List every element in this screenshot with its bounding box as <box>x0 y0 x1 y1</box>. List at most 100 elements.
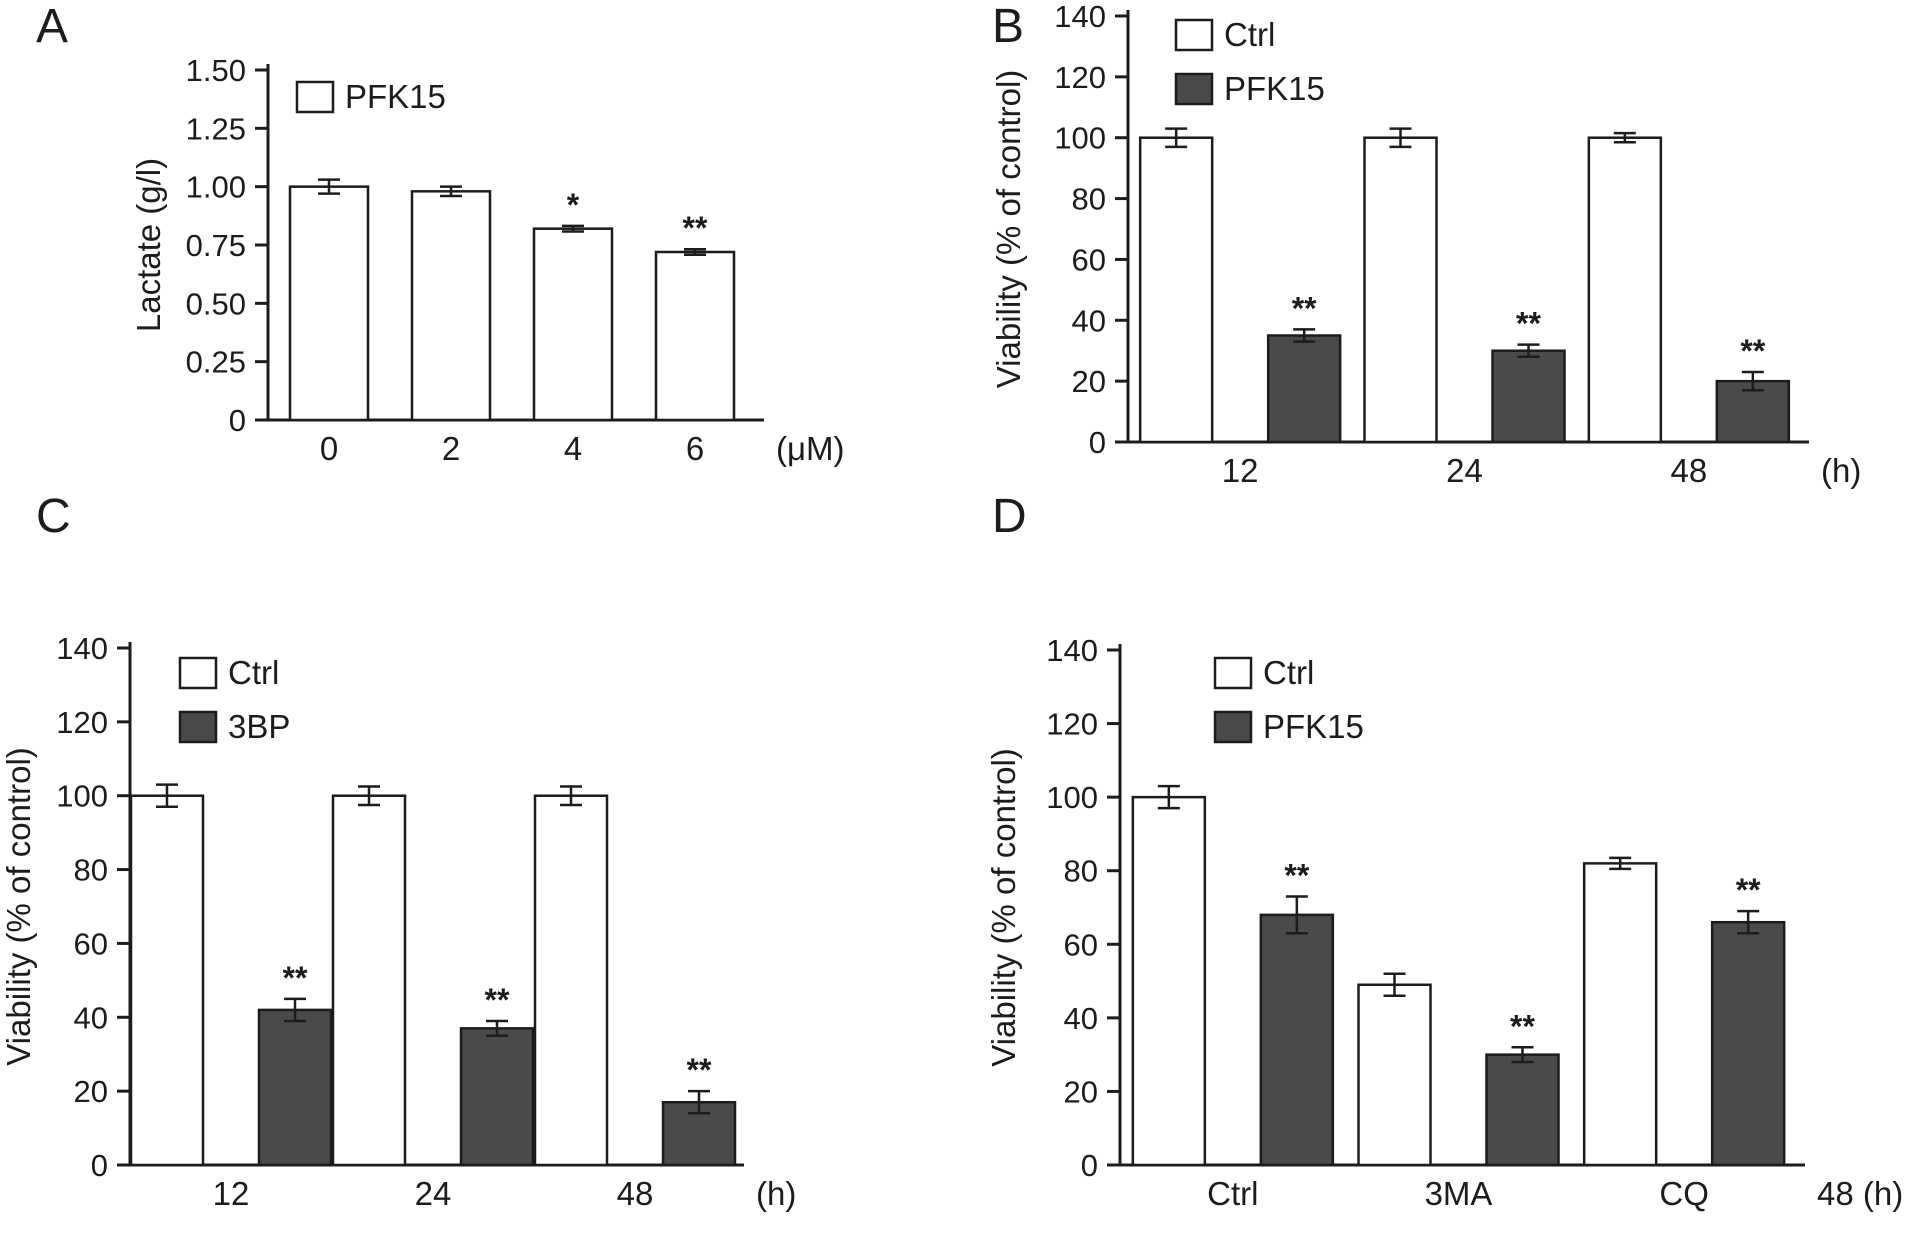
x-tick-label: 4 <box>564 430 582 467</box>
legend-swatch-PFK15 <box>1174 72 1214 106</box>
y-tick-label: 0 <box>91 1148 108 1183</box>
y-tick-label: 0.75 <box>186 228 246 263</box>
y-tick-label: 0.25 <box>186 345 246 380</box>
significance-marker: ** <box>1284 857 1309 893</box>
panel-label-C: C <box>36 490 71 543</box>
chart-lactate-vs-pfk15-dose: 0 0.25 0.50 0.75 1.00 1.25 1.50 Lactate (g/l) 0 2… <box>130 53 844 467</box>
y-tick-label: 40 <box>1064 1001 1098 1036</box>
panel-C: C 0 20 40 60 80 100 120 140 Viability (% of cont… <box>0 490 956 1245</box>
x-axis-unit: 48 (h) <box>1817 1175 1903 1212</box>
y-tick-label: 20 <box>1072 364 1106 399</box>
y-tick-label: 20 <box>1064 1074 1098 1109</box>
legend-label-3BP: 3BP <box>228 708 290 745</box>
y-tick-label: 0 <box>1081 1148 1098 1183</box>
y-tick-label: 80 <box>1064 854 1098 889</box>
bar-Ctrl-3MA <box>1357 983 1432 1167</box>
y-tick-label: 80 <box>1072 182 1106 217</box>
x-tick-label: 0 <box>320 430 338 467</box>
y-tick-label: 1.00 <box>186 170 246 205</box>
bar-PFK15-Ctrl <box>1259 913 1335 1167</box>
x-tick-label: 24 <box>415 1175 452 1212</box>
legend-swatch-3BP <box>178 710 218 744</box>
y-tick-label: 1.50 <box>186 53 246 88</box>
significance-marker: * <box>567 187 580 223</box>
y-tick-label: 100 <box>1046 780 1098 815</box>
y-tick-label: 120 <box>1046 707 1098 742</box>
y-tick-label: 120 <box>1054 60 1106 95</box>
legend-label-PFK15: PFK15 <box>1224 70 1325 107</box>
bar-PFK15-CQ <box>1710 920 1786 1167</box>
y-tick-label: 0 <box>1089 425 1106 460</box>
significance-marker: ** <box>683 210 708 246</box>
chart-viability-pfk15-autophagy-inhibitors: 0 20 40 60 80 100 120 140 Viability (% of contro… <box>985 633 1903 1212</box>
bar-Ctrl-CQ <box>1582 862 1658 1167</box>
bar-3BP-24 <box>459 1027 535 1167</box>
panel-label-D: D <box>992 490 1027 543</box>
significance-marker: ** <box>1292 290 1317 326</box>
legend-label-PFK15: PFK15 <box>345 78 446 115</box>
y-tick-label: 0.50 <box>186 286 246 321</box>
legend-swatch-PFK15 <box>1213 710 1253 744</box>
y-tick-label: 140 <box>1046 633 1098 668</box>
bar-Ctrl-24 <box>1363 136 1438 444</box>
x-tick-label: 48 <box>617 1175 654 1212</box>
y-tick-label: 0 <box>229 403 246 438</box>
bar-PFK15-3MA <box>1485 1053 1560 1167</box>
significance-marker: ** <box>1736 872 1761 908</box>
x-axis-unit: (h) <box>756 1175 796 1212</box>
y-axis-title: Viability (% of control) <box>990 70 1027 389</box>
legend-swatch-Ctrl <box>1174 18 1214 52</box>
bar-PFK15-6 <box>654 250 736 422</box>
panel-B: B 0 20 40 60 80 100 120 140 Viability (% of cont… <box>956 0 1913 490</box>
y-axis-title: Viability (% of control) <box>985 748 1022 1067</box>
legend-label-Ctrl: Ctrl <box>1263 654 1314 691</box>
x-tick-label: 12 <box>1222 452 1259 489</box>
chart-viability-3bp-timecourse: 0 20 40 60 80 100 120 140 Viability (% of contro… <box>0 631 796 1212</box>
x-tick-label: 2 <box>442 430 460 467</box>
bar-Ctrl-12 <box>129 794 205 1167</box>
y-tick-label: 1.25 <box>186 111 246 146</box>
bar-PFK15-24 <box>1491 349 1566 444</box>
legend-swatch-Ctrl <box>1213 656 1253 690</box>
legend-swatch-Ctrl <box>178 656 218 690</box>
y-tick-label: 80 <box>74 853 108 888</box>
bar-Ctrl-24 <box>331 794 407 1167</box>
x-axis-unit: (h) <box>1821 452 1861 489</box>
bar-Ctrl-12 <box>1138 136 1214 444</box>
y-tick-label: 60 <box>1072 242 1106 277</box>
y-axis-title: Viability (% of control) <box>0 747 37 1066</box>
significance-marker: ** <box>1516 306 1541 342</box>
x-tick-label: 12 <box>213 1175 250 1212</box>
y-tick-label: 60 <box>1064 927 1098 962</box>
y-tick-label: 100 <box>1054 121 1106 156</box>
legend-swatch-PFK15 <box>295 80 335 114</box>
bar-PFK15-2 <box>410 190 492 422</box>
chart-viability-pfk15-timecourse: 0 20 40 60 80 100 120 140 Viability (% of contro… <box>990 0 1861 489</box>
bar-PFK15-0 <box>288 185 370 422</box>
y-tick-label: 20 <box>74 1074 108 1109</box>
bar-Ctrl-Ctrl <box>1131 795 1207 1167</box>
y-axis-title: Lactate (g/l) <box>130 158 167 332</box>
significance-marker: ** <box>485 982 510 1018</box>
x-tick-label: 6 <box>686 430 704 467</box>
legend-label-Ctrl: Ctrl <box>1224 16 1275 53</box>
y-tick-label: 40 <box>74 1000 108 1035</box>
panel-label-B: B <box>992 0 1025 53</box>
bar-Ctrl-48 <box>1587 136 1663 444</box>
y-tick-label: 140 <box>56 631 108 666</box>
legend-label-Ctrl: Ctrl <box>228 654 279 691</box>
bar-PFK15-12 <box>1266 334 1342 444</box>
x-tick-label: Ctrl <box>1207 1175 1258 1212</box>
significance-marker: ** <box>283 960 308 996</box>
bar-PFK15-4 <box>532 227 614 422</box>
panel-label-A: A <box>36 0 69 53</box>
x-tick-label: 48 <box>1670 452 1707 489</box>
significance-marker: ** <box>1510 1008 1535 1044</box>
significance-marker: ** <box>1740 333 1765 369</box>
x-tick-label: 3MA <box>1425 1175 1493 1212</box>
y-tick-label: 60 <box>74 926 108 961</box>
legend-label-PFK15: PFK15 <box>1263 708 1364 745</box>
panel-A: A 0 0.25 0.50 0.75 1.00 1.25 1.50 Lactate (g/l)… <box>0 0 956 490</box>
y-tick-label: 100 <box>56 779 108 814</box>
